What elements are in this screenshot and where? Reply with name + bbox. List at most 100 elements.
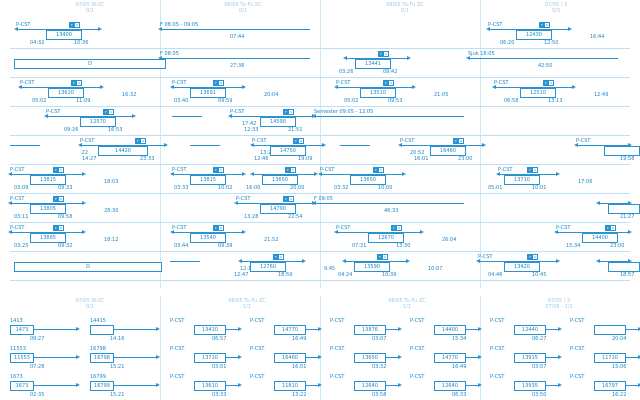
schedule-cell[interactable]: P-CST 12440 06:27: [488, 316, 564, 344]
shift-box[interactable]: 12570: [80, 117, 116, 127]
shift-bar[interactable]: [44, 113, 136, 119]
shift-box[interactable]: 12640: [354, 381, 386, 391]
shift-bar[interactable]: [596, 200, 632, 206]
schedule-cell[interactable]: P-CST 16460 16:01: [248, 344, 324, 372]
shift-bar[interactable]: [158, 26, 310, 32]
schedule-cell[interactable]: 14415 14:16: [88, 316, 164, 344]
schedule-cell[interactable]: 16798 16798 15:21: [88, 344, 164, 372]
schedule-cell[interactable]: P-CST 11710 15:06: [568, 344, 640, 372]
shift-bar[interactable]: [238, 258, 306, 264]
shift-box[interactable]: 11810: [274, 381, 306, 391]
schedule-cell[interactable]: P-CST 13410 06:57: [168, 316, 244, 344]
shift-bar[interactable]: [466, 55, 618, 61]
schedule-cell[interactable]: 11553 11553 07:28: [8, 344, 84, 372]
shift-bar[interactable]: [158, 55, 310, 61]
shift-bar[interactable]: [312, 113, 464, 119]
shift-bar[interactable]: [596, 258, 632, 264]
shift-bar[interactable]: [398, 142, 486, 148]
shift-box[interactable]: 13815: [190, 175, 226, 185]
shift-box[interactable]: 14400: [582, 233, 618, 243]
shift-box[interactable]: 11710: [594, 353, 626, 363]
shift-box[interactable]: [608, 204, 640, 214]
shift-box[interactable]: 13865: [30, 233, 66, 243]
shift-box[interactable]: 13710: [194, 353, 226, 363]
schedule-cell[interactable]: P-CST 16797 16:22: [568, 372, 640, 400]
day-off-box[interactable]: D: [14, 262, 162, 272]
schedule-cell[interactable]: 1413 1473 09:27: [8, 316, 84, 344]
shift-box[interactable]: [604, 146, 640, 156]
shift-box[interactable]: [594, 325, 626, 335]
shift-box[interactable]: 11553: [10, 353, 34, 363]
shift-bar[interactable]: [334, 229, 424, 235]
schedule-cell[interactable]: P-CST 12640 03:58: [328, 372, 404, 400]
schedule-cell[interactable]: 16799 16799 15:21: [88, 372, 164, 400]
shift-box[interactable]: 14750: [270, 146, 306, 156]
shift-box[interactable]: 14590: [260, 117, 296, 127]
shift-box[interactable]: 13590: [354, 262, 390, 272]
shift-box[interactable]: 13420: [504, 262, 540, 272]
shift-box[interactable]: 16460: [430, 146, 466, 156]
schedule-cell[interactable]: P-CST 13650 03:32: [328, 344, 404, 372]
shift-box[interactable]: 14770: [274, 325, 306, 335]
shift-box[interactable]: 13441: [355, 59, 391, 69]
shift-box[interactable]: 16460: [274, 353, 306, 363]
shift-box[interactable]: 12760: [250, 262, 286, 272]
shift-bar[interactable]: [334, 84, 416, 90]
shift-bar[interactable]: [554, 229, 632, 235]
shift-box[interactable]: 14790: [260, 204, 296, 214]
shift-bar[interactable]: [343, 55, 411, 61]
shift-box[interactable]: 13876: [354, 325, 386, 335]
shift-box[interactable]: 13400: [46, 30, 82, 40]
shift-box[interactable]: 13540: [190, 233, 226, 243]
schedule-cell[interactable]: 1673 1673 02:35: [8, 372, 84, 400]
shift-box[interactable]: 13510: [360, 88, 396, 98]
shift-box[interactable]: 13710: [504, 175, 540, 185]
shift-bar[interactable]: [342, 258, 410, 264]
shift-box[interactable]: 12430: [516, 30, 552, 40]
shift-box[interactable]: 12670: [368, 233, 404, 243]
shift-bar[interactable]: [486, 26, 572, 32]
shift-box[interactable]: 14770: [434, 353, 466, 363]
shift-box[interactable]: 12510: [520, 88, 556, 98]
schedule-cell[interactable]: P-CST 13915 03:07: [488, 344, 564, 372]
schedule-cell[interactable]: P-CST 14770 16:49: [408, 344, 484, 372]
shift-box[interactable]: 1673: [10, 381, 34, 391]
schedule-cell[interactable]: P-CST 13710 03:01: [168, 344, 244, 372]
shift-bar[interactable]: [318, 171, 406, 177]
shift-box[interactable]: 14400: [434, 325, 466, 335]
shift-bar[interactable]: [574, 142, 632, 148]
shift-box[interactable]: 13805: [30, 204, 66, 214]
shift-box[interactable]: 13410: [194, 325, 226, 335]
shift-box[interactable]: [90, 325, 114, 335]
shift-box[interactable]: 13815: [30, 175, 66, 185]
shift-box[interactable]: 1473: [10, 325, 34, 335]
shift-bar[interactable]: [78, 142, 168, 148]
shift-box[interactable]: 13650: [354, 353, 386, 363]
shift-box[interactable]: [608, 262, 640, 272]
shift-bar[interactable]: [14, 26, 102, 32]
shift-box[interactable]: 13935: [514, 381, 546, 391]
schedule-cell[interactable]: P-CST 14400 15:34: [408, 316, 484, 344]
day-off-box[interactable]: D: [14, 59, 166, 69]
shift-bar[interactable]: [170, 229, 246, 235]
shift-box[interactable]: 12440: [514, 325, 546, 335]
shift-bar[interactable]: [8, 229, 86, 235]
shift-bar[interactable]: [8, 200, 86, 206]
shift-bar[interactable]: [8, 171, 86, 177]
shift-bar[interactable]: [476, 258, 560, 264]
schedule-cell[interactable]: P-CST 14770 16:49: [248, 316, 324, 344]
shift-box[interactable]: 16797: [594, 381, 626, 391]
shift-box[interactable]: 16799: [90, 381, 114, 391]
schedule-cell[interactable]: P-CST 13935 03:50: [488, 372, 564, 400]
shift-box[interactable]: 14420: [98, 146, 148, 156]
shift-bar[interactable]: [492, 84, 576, 90]
shift-bar[interactable]: [170, 171, 246, 177]
shift-bar[interactable]: [170, 84, 246, 90]
shift-box[interactable]: 13610: [194, 381, 226, 391]
shift-box[interactable]: 13620: [48, 88, 84, 98]
shift-bar[interactable]: [312, 200, 464, 206]
schedule-cell[interactable]: P-CST 13610 03:33: [168, 372, 244, 400]
shift-box[interactable]: 13915: [514, 353, 546, 363]
shift-bar[interactable]: [18, 84, 104, 90]
shift-bar[interactable]: [250, 171, 318, 177]
